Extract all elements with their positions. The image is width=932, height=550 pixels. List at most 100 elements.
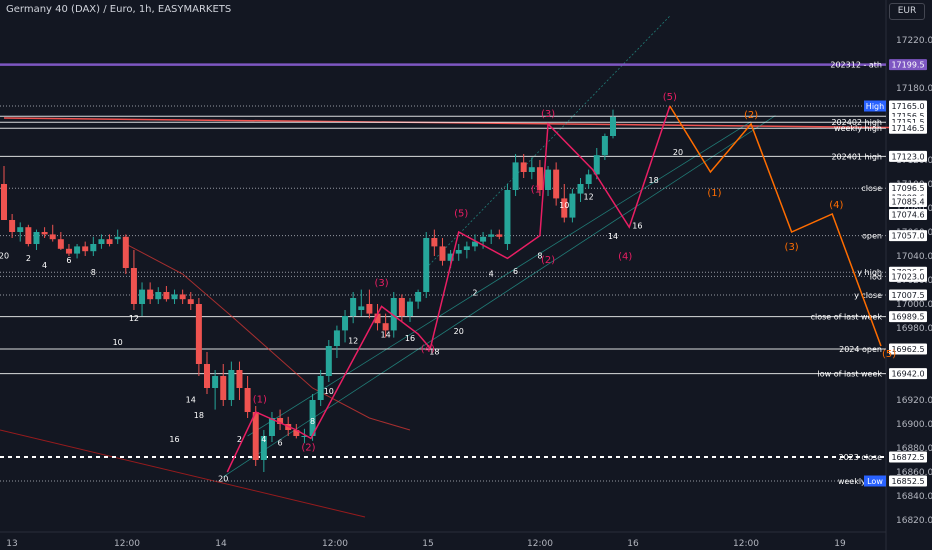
candle-body <box>577 184 584 194</box>
candle <box>293 424 300 439</box>
candle <box>309 394 316 441</box>
y-tick-label: 16920.0 <box>896 396 932 406</box>
candle-body <box>212 376 219 388</box>
candle-body <box>545 169 552 190</box>
level-label: close <box>861 184 882 193</box>
candle-body <box>447 253 454 261</box>
candle <box>431 229 438 256</box>
candle <box>366 289 373 319</box>
candle-body <box>195 304 202 364</box>
candle <box>358 289 365 316</box>
candle <box>155 287 162 304</box>
candle <box>382 313 389 338</box>
x-tick-label: 15 <box>422 539 433 549</box>
currency-button[interactable]: EUR <box>889 3 925 20</box>
candle-body <box>561 198 568 218</box>
candle-body <box>325 346 332 376</box>
price-tag-bg <box>889 122 927 134</box>
candle <box>561 184 568 223</box>
candle-body <box>74 246 81 254</box>
candle-body <box>25 227 32 244</box>
candle <box>179 289 186 304</box>
candle <box>415 289 422 309</box>
candle-body <box>1 184 7 220</box>
candle-body <box>187 299 194 304</box>
candle <box>25 224 32 247</box>
y-tick-label: 16840.0 <box>896 492 932 502</box>
price-tag: 16852.5 <box>889 475 927 487</box>
hour-label: 2 <box>237 435 242 444</box>
candle <box>333 325 340 358</box>
candle <box>244 376 251 418</box>
hl-badge-label: Low <box>867 477 883 486</box>
hour-label: 20 <box>454 327 464 336</box>
hour-label: 18 <box>429 347 439 356</box>
candle-body <box>220 376 227 400</box>
candle-body <box>528 167 535 172</box>
candle <box>139 282 146 316</box>
price-tag: 16942.0 <box>889 368 927 380</box>
candle-body <box>439 246 446 261</box>
hour-label: 20 <box>673 148 683 157</box>
candle <box>1 166 7 220</box>
candle <box>512 154 519 196</box>
hour-label: 2 <box>472 289 477 298</box>
candle-body <box>301 436 308 437</box>
hour-label: 8 <box>537 251 542 260</box>
hour-label: 4 <box>261 435 266 444</box>
candle <box>325 340 332 382</box>
candle <box>187 292 194 310</box>
price-tag-bg <box>889 59 927 71</box>
level-label: weekly low <box>838 477 883 486</box>
candle <box>496 229 503 240</box>
hl-badge: High <box>864 100 886 112</box>
hour-label: 4 <box>489 269 494 278</box>
candle <box>195 298 202 376</box>
y-tick-label: 16900.0 <box>896 420 932 430</box>
level-label: 202312 - ath <box>830 61 882 70</box>
hour-label: 8 <box>310 417 315 426</box>
candle-body <box>350 298 357 316</box>
hour-label: 12 <box>348 337 358 346</box>
candle <box>463 241 470 259</box>
candle <box>65 244 72 256</box>
hour-label: 16 <box>169 435 179 444</box>
candle <box>220 364 227 406</box>
x-tick-label: 12:00 <box>527 539 553 549</box>
price-tag-bg <box>889 230 927 242</box>
candle-body <box>41 232 48 235</box>
y-tick-label: 17040.0 <box>896 252 932 262</box>
candle <box>536 160 543 196</box>
candle <box>130 250 137 310</box>
candle-body <box>512 162 519 190</box>
candle <box>471 234 478 252</box>
price-tag-bg <box>889 270 927 282</box>
candle-body <box>423 238 430 292</box>
price-tag: 17146.5 <box>889 122 927 134</box>
candle <box>122 234 129 274</box>
hl-badge: Low <box>864 475 886 487</box>
price-tag-bg <box>889 150 927 162</box>
hour-label: 14 <box>608 232 618 241</box>
candle-body <box>553 169 560 199</box>
projection-label: (5) <box>882 349 896 360</box>
candle <box>342 310 349 343</box>
candle-body <box>463 246 470 250</box>
candle-body <box>163 292 170 300</box>
level-label: 202402 high <box>831 118 882 127</box>
projection-label: (4) <box>829 200 843 211</box>
candle <box>504 184 511 250</box>
hour-label: 6 <box>513 267 518 276</box>
candle-body <box>268 418 275 436</box>
level-label: low of last week <box>818 370 883 379</box>
price-tag-label: 16962.5 <box>891 345 924 354</box>
candle-body <box>407 301 413 316</box>
wave-label: (4) <box>421 344 435 355</box>
candle <box>268 412 275 442</box>
hour-label: 2 <box>26 254 31 263</box>
candle-body <box>569 193 576 218</box>
candle <box>277 409 284 430</box>
channel-line <box>247 121 752 437</box>
hour-label: 10 <box>559 201 569 210</box>
